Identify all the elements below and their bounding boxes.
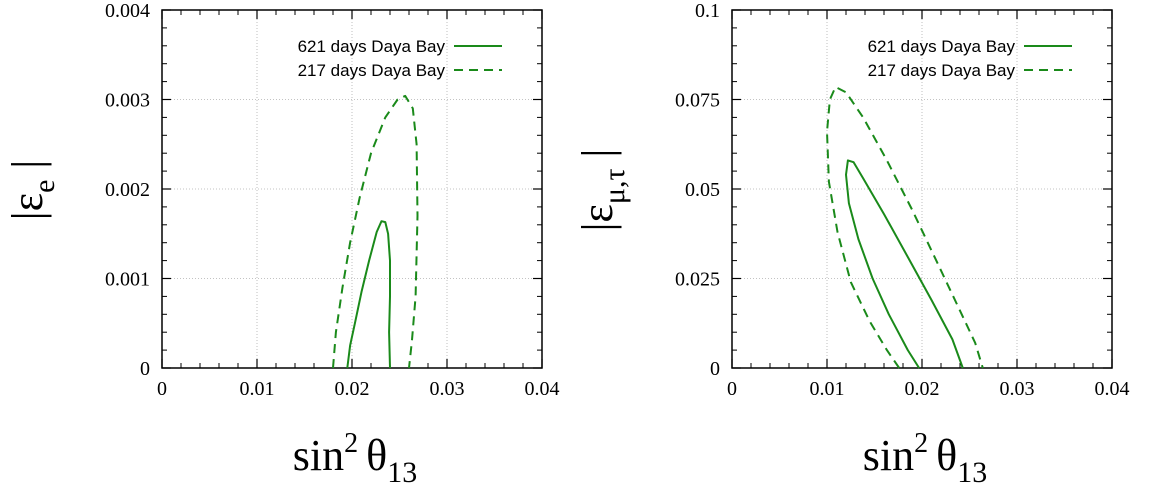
chart-left: 0 0.01 0.02 0.03 0.04 00.0010.0020.0030.004 …	[3, 0, 560, 489]
x-tick-label: 0.02	[335, 378, 370, 400]
y-tick-label: 0.1	[695, 0, 720, 22]
solid-contour-621-days	[845, 159, 964, 369]
y-tick-labels-left: 0 0.001 0.002 0.003 0.004	[105, 0, 150, 380]
legend-label: 217 days Daya Bay	[298, 61, 446, 80]
x-tick-label: 0.04	[1095, 378, 1130, 400]
dashed-contour-217-days	[826, 86, 984, 369]
legend-label: 621 days Daya Bay	[868, 37, 1016, 56]
y-tick-label: 0.075	[675, 90, 720, 112]
x-tick-label: 0.01	[810, 378, 845, 400]
x-tick-label: 0.04	[525, 378, 560, 400]
x-tick-label: 0.03	[1000, 378, 1035, 400]
legend-label: 217 days Daya Bay	[868, 61, 1016, 80]
x-tick-labels-left: 0 0.01 0.02 0.03 0.04	[157, 378, 560, 400]
y-tick-label: 0.05	[685, 179, 720, 201]
x-tick-label: 0.03	[430, 378, 465, 400]
legend-label: 621 days Daya Bay	[298, 37, 446, 56]
legend-left: 621 days Daya Bay 217 days Daya Bay	[298, 37, 502, 80]
y-tick-label: 0	[710, 358, 720, 380]
ticks-left	[161, 9, 543, 369]
grid-left	[162, 10, 542, 368]
y-tick-label: 0.004	[105, 0, 150, 22]
x-tick-label: 0.01	[240, 378, 275, 400]
y-tick-label: 0	[140, 358, 150, 380]
y-tick-labels-right: 0 0.025 0.05 0.075 0.1	[675, 0, 720, 380]
y-tick-label: 0.003	[105, 90, 150, 112]
y-tick-label: 0.001	[105, 269, 150, 291]
y-tick-label: 0.025	[675, 269, 720, 291]
y-axis-title-left: |εe |	[3, 160, 61, 220]
chart-right: 0 0.01 0.02 0.03 0.04 0 0.025 0.05 0.075 0.1 621…	[573, 0, 1130, 489]
curves-right	[826, 86, 984, 369]
grid-right	[732, 10, 1112, 368]
curves-left	[332, 94, 419, 369]
x-tick-label: 0	[727, 378, 737, 400]
x-axis-title-left: sin2 θ13	[293, 428, 417, 489]
legend-right: 621 days Daya Bay 217 days Daya Bay	[868, 37, 1072, 80]
ticks-right	[731, 9, 1113, 369]
x-axis-title-right: sin2 θ13	[863, 428, 987, 489]
solid-contour-621-days	[346, 220, 391, 369]
x-tick-label: 0.02	[905, 378, 940, 400]
x-tick-labels-right: 0 0.01 0.02 0.03 0.04	[727, 378, 1130, 400]
dashed-contour-217-days	[332, 94, 419, 369]
y-tick-label: 0.002	[105, 179, 150, 201]
x-tick-label: 0	[157, 378, 167, 400]
y-axis-title-right: |εμ,τ |	[573, 149, 631, 232]
